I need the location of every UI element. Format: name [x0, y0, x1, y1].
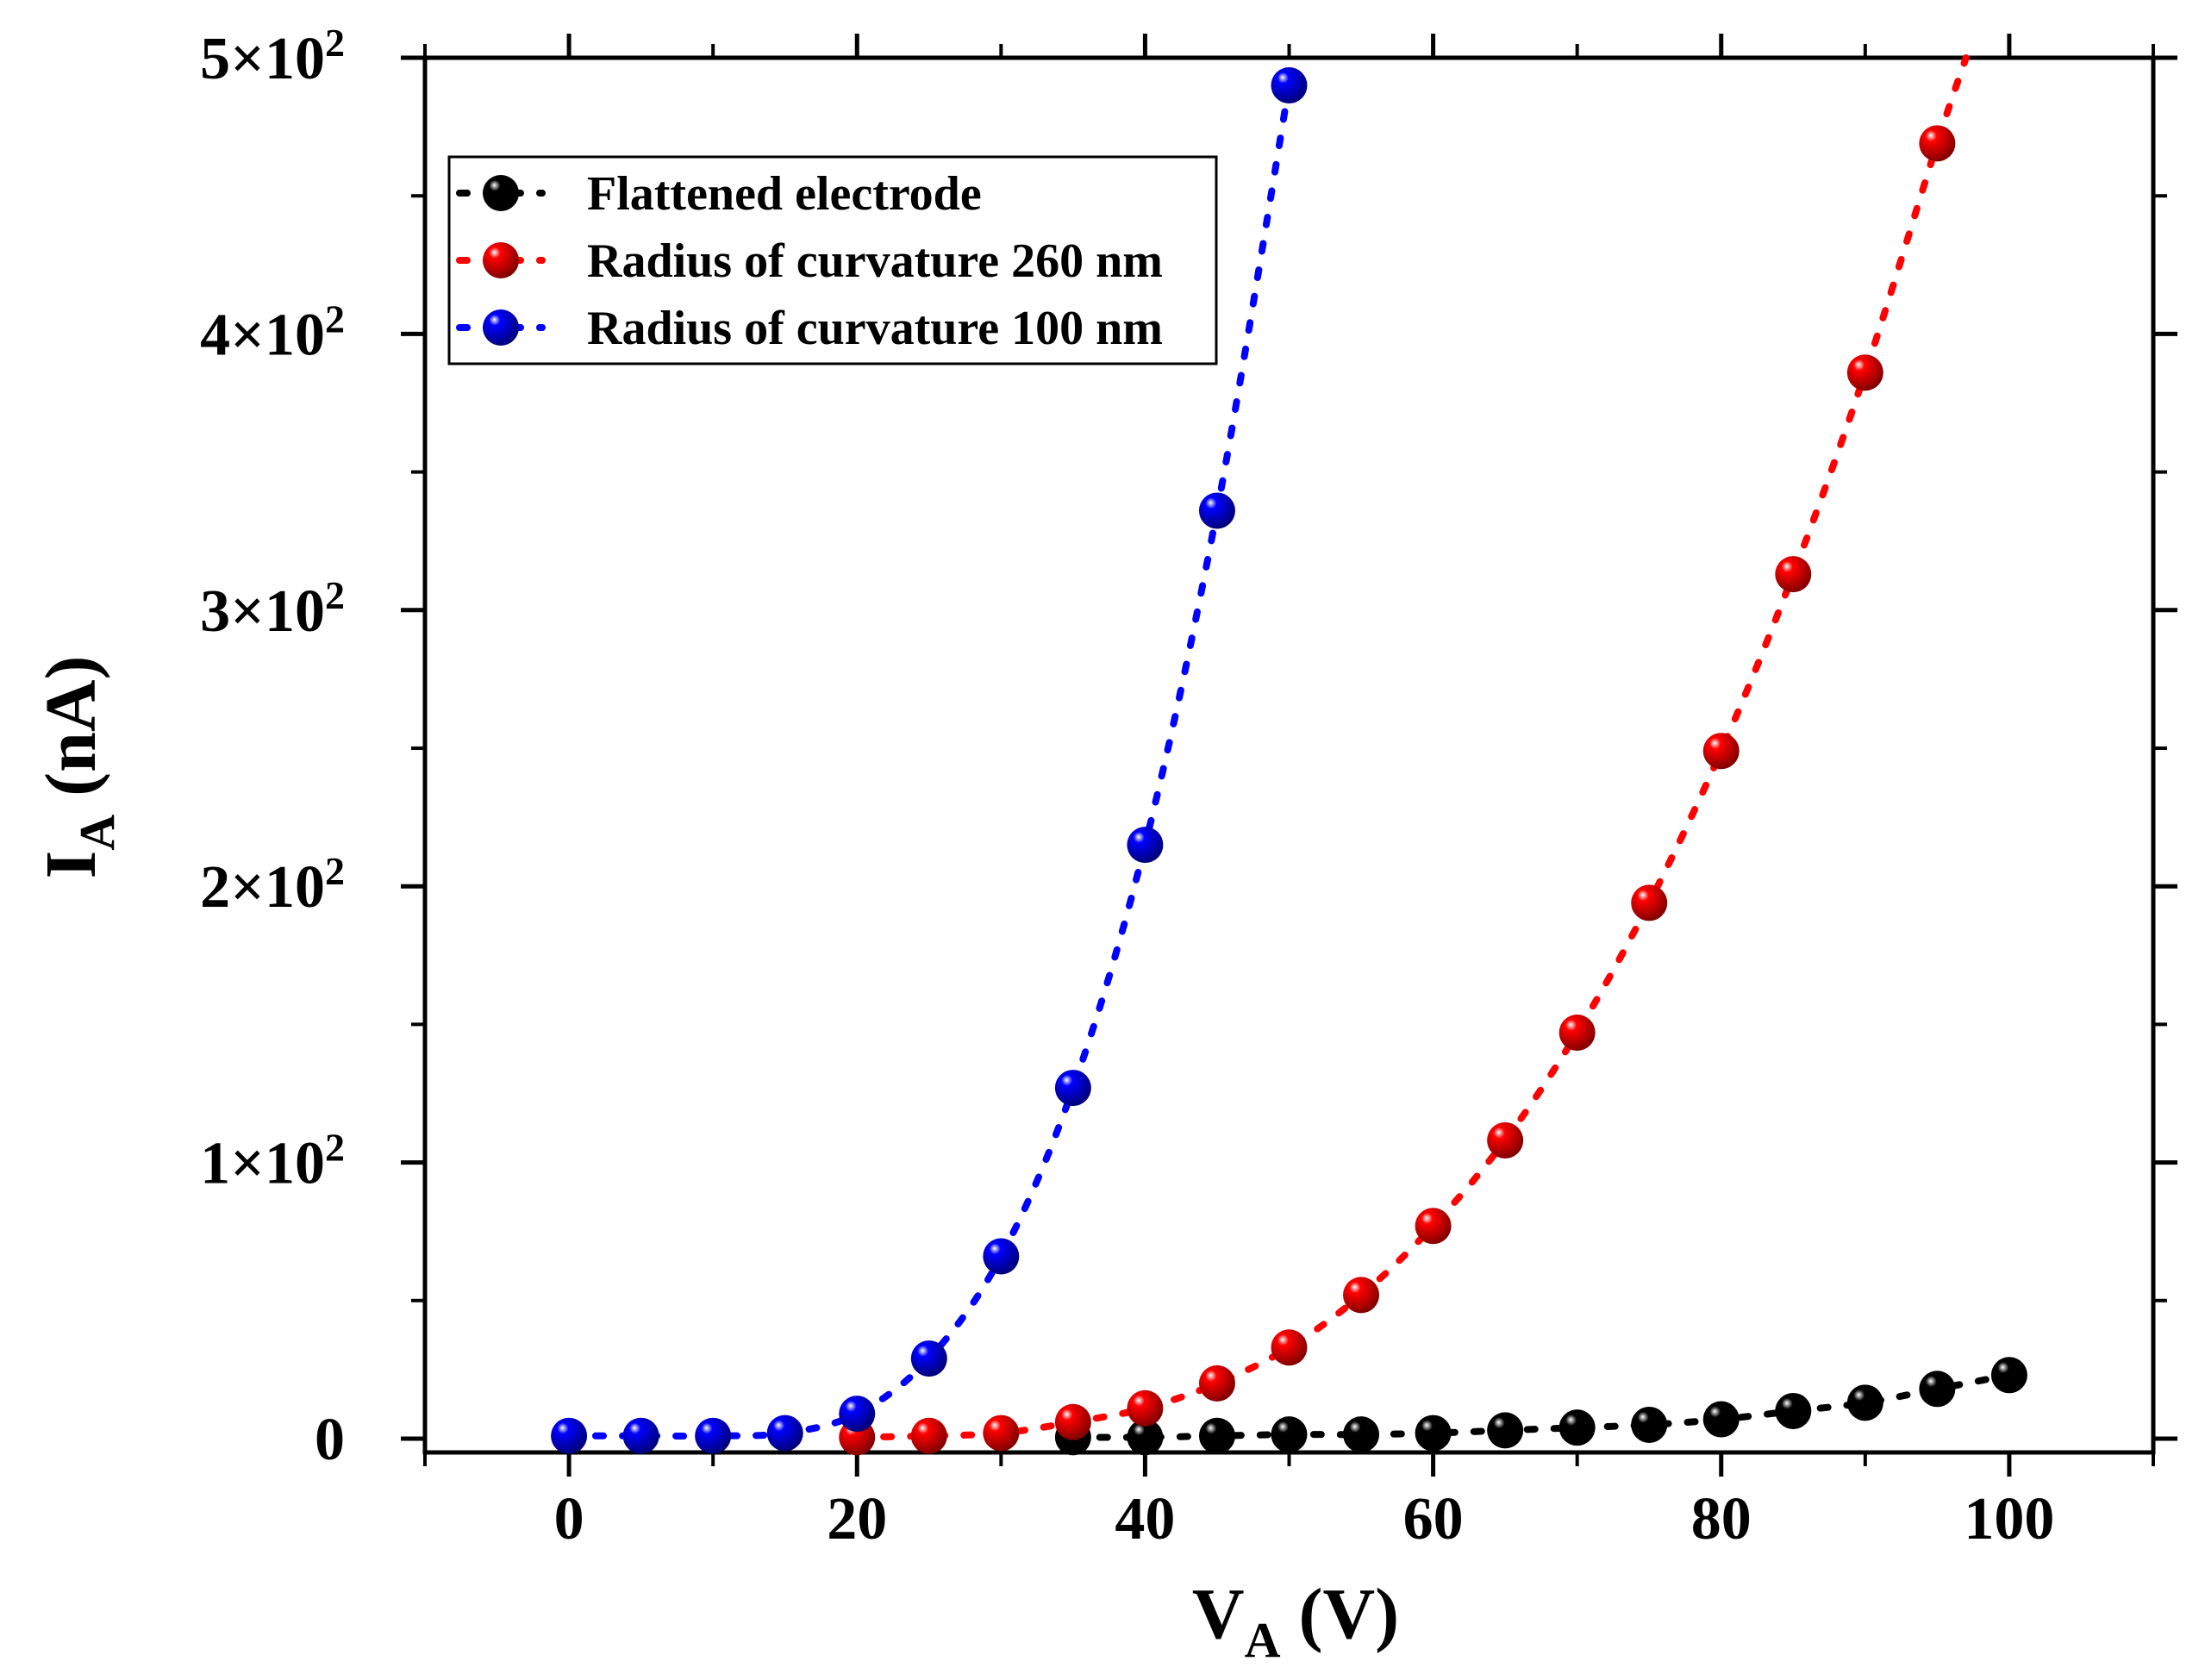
data-point-series-1	[1631, 1406, 1668, 1443]
data-point-series-2	[1919, 125, 1956, 162]
data-point-series-2	[1846, 354, 1883, 391]
data-point-series-2	[1127, 1390, 1164, 1427]
data-point-series-1	[1846, 1384, 1883, 1421]
data-point-series-2	[910, 1417, 947, 1454]
data-point-series-2	[1558, 1014, 1596, 1051]
data-point-series-3	[1271, 67, 1308, 104]
x-tick-label: 60	[1403, 1486, 1464, 1552]
data-point-series-2	[1702, 733, 1740, 770]
x-tick-label: 20	[827, 1486, 887, 1552]
data-point-series-1	[1702, 1401, 1740, 1438]
data-point-series-2	[1631, 884, 1668, 921]
data-point-series-2	[1271, 1329, 1308, 1366]
y-tick-label: 3×102	[200, 573, 345, 645]
data-point-series-3	[766, 1415, 803, 1452]
data-point-series-1	[1415, 1415, 1452, 1452]
data-point-series-2	[1487, 1121, 1524, 1159]
data-point-series-2	[1775, 556, 1812, 593]
legend-box	[447, 155, 1218, 365]
legend-marker	[483, 309, 519, 346]
data-point-series-1	[1343, 1416, 1380, 1453]
data-point-series-2	[1343, 1277, 1380, 1314]
legend: Flattened electrode Radius of curvature 2…	[447, 155, 1218, 365]
legend-marker	[483, 242, 519, 278]
data-point-series-1	[1127, 1419, 1164, 1456]
x-tick-label: 0	[554, 1486, 584, 1552]
data-point-series-1	[1271, 1416, 1308, 1453]
legend-label: Radius of curvature 100 nm	[587, 302, 1163, 355]
data-point-series-1	[1775, 1392, 1812, 1429]
data-point-series-1	[1487, 1412, 1524, 1449]
data-point-series-3	[551, 1417, 588, 1454]
legend-marker	[483, 175, 519, 211]
y-tick-label: 4×102	[200, 297, 345, 368]
data-point-series-2	[1054, 1403, 1091, 1440]
data-point-series-2	[1198, 1365, 1235, 1402]
data-point-series-3	[839, 1396, 876, 1433]
axis-tick-labels: 0 20 40 60 80 100 0 1×102 2×102 3×102 4×102 5×102	[200, 21, 2054, 1552]
data-point-series-3	[622, 1417, 659, 1454]
legend-entry-3: Radius of curvature 100 nm	[456, 302, 1163, 355]
legend-label: Flattened electrode	[587, 167, 982, 221]
data-point-series-3	[1198, 492, 1235, 529]
data-point-series-3	[910, 1340, 947, 1377]
y-tick-label: 0	[315, 1407, 345, 1473]
data-point-series-1	[1558, 1409, 1596, 1446]
legend-entry-1: Flattened electrode	[456, 167, 982, 221]
data-point-series-3	[983, 1238, 1020, 1275]
axis-ticks	[401, 34, 2177, 1477]
data-point-series-3	[695, 1417, 732, 1454]
y-tick-label: 1×102	[200, 1126, 345, 1197]
x-axis-title: VA (V)	[1192, 1574, 1399, 1668]
y-axis-title: IA (nA)	[31, 656, 125, 879]
data-point-series-1	[1198, 1417, 1235, 1454]
y-tick-label: 2×102	[200, 849, 345, 921]
data-point-series-2	[983, 1415, 1020, 1452]
x-tick-label: 40	[1115, 1486, 1175, 1552]
data-point-series-2	[1415, 1208, 1452, 1245]
x-tick-label: 80	[1691, 1486, 1752, 1552]
legend-label: Radius of curvature 260 nm	[587, 234, 1163, 288]
data-point-series-3	[1127, 827, 1164, 864]
legend-entry-2: Radius of curvature 260 nm	[456, 234, 1163, 288]
y-tick-label: 5×102	[200, 21, 345, 92]
data-point-series-1	[1990, 1357, 2027, 1394]
data-point-series-3	[1054, 1070, 1091, 1107]
fit-curve-series-3	[565, 82, 1293, 1440]
x-tick-label: 100	[1964, 1486, 2054, 1552]
data-points	[551, 67, 2027, 1456]
data-point-series-1	[1919, 1371, 1956, 1408]
